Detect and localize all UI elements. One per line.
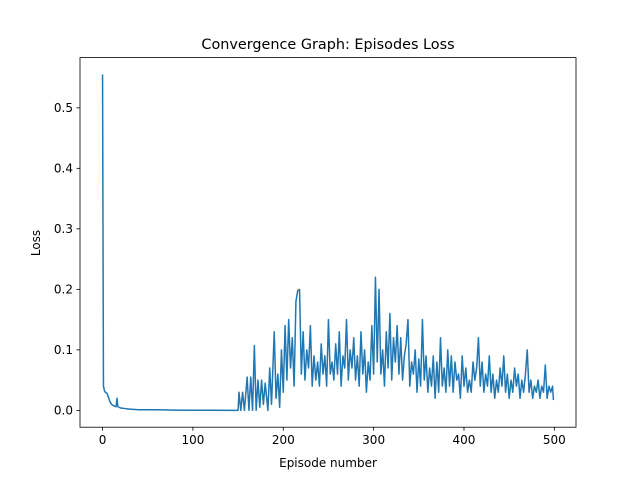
y-tick-label: 0.5 bbox=[54, 101, 73, 115]
y-tick-label: 0.3 bbox=[54, 222, 73, 236]
x-tick-label: 0 bbox=[99, 433, 107, 447]
chart-title: Convergence Graph: Episodes Loss bbox=[201, 37, 454, 53]
plot-frame bbox=[79, 57, 577, 428]
x-tick-label: 200 bbox=[272, 433, 295, 447]
y-tick-label: 0.1 bbox=[54, 343, 73, 357]
x-tick-label: 300 bbox=[362, 433, 385, 447]
y-tick-label: 0.2 bbox=[54, 282, 73, 296]
data-line bbox=[101, 74, 555, 412]
x-tick-label: 400 bbox=[453, 433, 476, 447]
y-tick-label: 0.0 bbox=[54, 403, 73, 417]
x-axis-label: Episode number bbox=[279, 456, 377, 470]
x-tick-label: 500 bbox=[543, 433, 566, 447]
y-tick-label: 0.4 bbox=[54, 161, 73, 175]
x-tick-label: 100 bbox=[181, 433, 204, 447]
y-axis-label: Loss bbox=[29, 230, 43, 256]
